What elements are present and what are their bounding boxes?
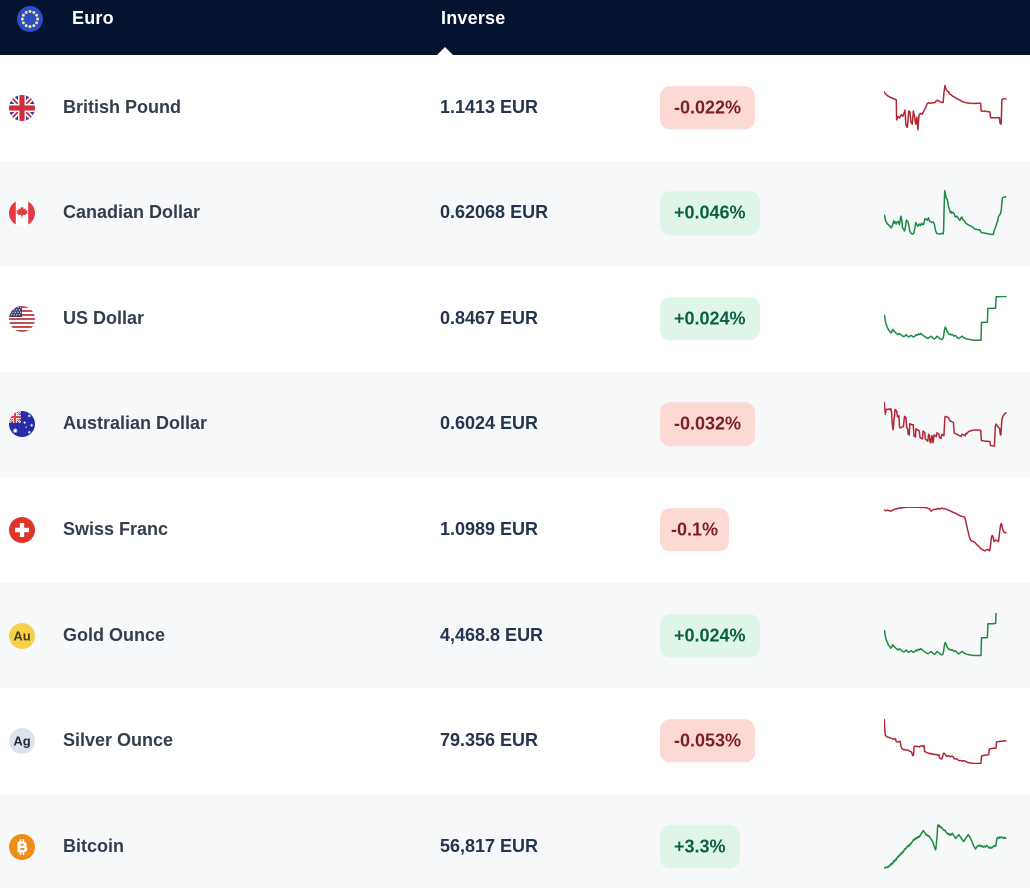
svg-text:Au: Au [13,628,30,643]
svg-text:Ag: Ag [13,734,30,749]
svg-text:B: B [17,839,28,856]
